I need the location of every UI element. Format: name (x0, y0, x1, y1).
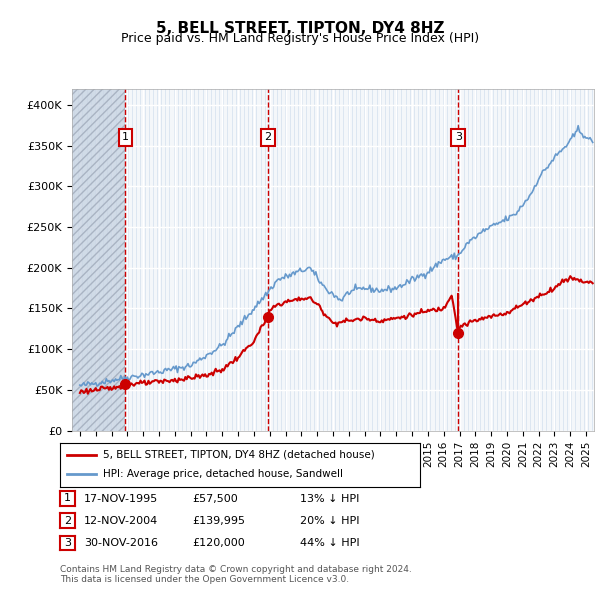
Text: 2: 2 (264, 132, 271, 142)
Text: 2: 2 (64, 516, 71, 526)
Text: 44% ↓ HPI: 44% ↓ HPI (300, 539, 359, 548)
Text: 5, BELL STREET, TIPTON, DY4 8HZ: 5, BELL STREET, TIPTON, DY4 8HZ (156, 21, 444, 35)
Text: 30-NOV-2016: 30-NOV-2016 (84, 539, 158, 548)
Text: 17-NOV-1995: 17-NOV-1995 (84, 494, 158, 503)
Text: 3: 3 (64, 538, 71, 548)
Text: 1: 1 (64, 493, 71, 503)
Text: £139,995: £139,995 (192, 516, 245, 526)
Text: £120,000: £120,000 (192, 539, 245, 548)
Bar (72, 88, 125, 431)
Text: 13% ↓ HPI: 13% ↓ HPI (300, 494, 359, 503)
Text: Price paid vs. HM Land Registry's House Price Index (HPI): Price paid vs. HM Land Registry's House … (121, 32, 479, 45)
Text: £57,500: £57,500 (192, 494, 238, 503)
Text: 1: 1 (122, 132, 129, 142)
Text: Contains HM Land Registry data © Crown copyright and database right 2024.
This d: Contains HM Land Registry data © Crown c… (60, 565, 412, 584)
Text: 12-NOV-2004: 12-NOV-2004 (84, 516, 158, 526)
Text: HPI: Average price, detached house, Sandwell: HPI: Average price, detached house, Sand… (103, 470, 343, 479)
Text: 20% ↓ HPI: 20% ↓ HPI (300, 516, 359, 526)
Text: 5, BELL STREET, TIPTON, DY4 8HZ (detached house): 5, BELL STREET, TIPTON, DY4 8HZ (detache… (103, 450, 375, 460)
Text: 3: 3 (455, 132, 462, 142)
